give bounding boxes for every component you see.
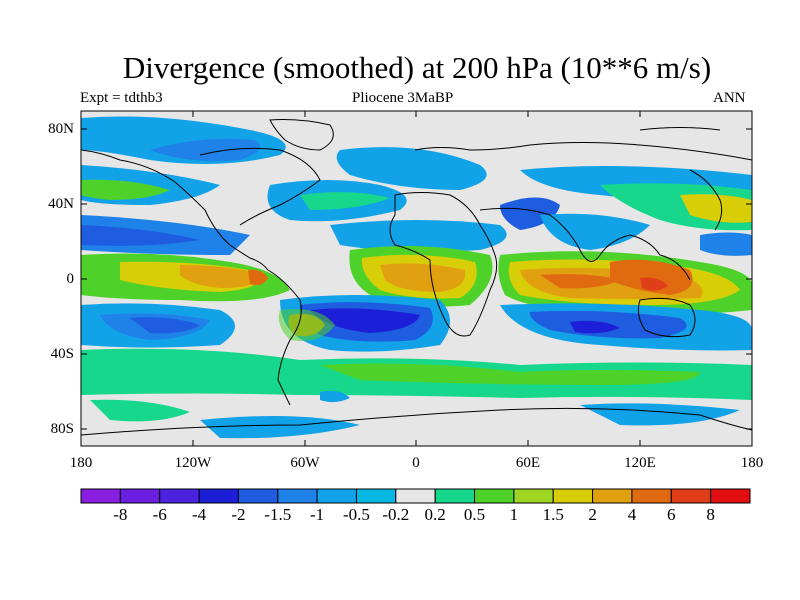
colorbar-label: 4 [627,505,637,524]
season-label: ANN [713,90,746,106]
colorbar-swatch [670,488,712,504]
colorbar-label: 1 [509,505,519,524]
lat-label: 0 [66,271,75,287]
colorbar-swatch [277,488,318,504]
colorbar-label: 8 [706,505,715,524]
colorbar-swatch [592,488,633,504]
colorbar-label: -6 [152,505,167,524]
lon-label: 180 [69,455,93,471]
map-plot-area [81,111,752,446]
lon-label: 60W [290,455,320,471]
experiment-label: Expt = tdthb3 [80,90,163,106]
colorbar-swatch [552,488,594,504]
lon-label: 60E [515,455,541,471]
colorbar-swatch [198,488,239,504]
lon-label: 180 [740,455,764,471]
map-title: Divergence (smoothed) at 200 hPa (10**6 … [122,50,712,85]
colorbar-swatch [474,488,515,504]
lat-label: 80N [48,121,74,137]
colorbar-label: -1.5 [264,505,292,524]
lat-label: 40S [50,346,74,362]
colorbar-label: 0.5 [463,505,486,524]
colorbar-label: -8 [113,505,128,524]
colorbar-swatch [80,488,121,504]
colorbar-label: -0.2 [382,505,410,524]
colorbar-swatch [631,488,672,504]
lat-label: 40N [48,196,74,212]
colorbar-swatch [434,488,476,504]
colorbar-label: -1 [310,505,325,524]
lon-label: 120W [174,455,212,471]
colorbar-label: 1.5 [542,505,564,524]
lon-label: 0 [412,455,420,471]
colorbar-swatch [237,488,279,504]
colorbar-label: -0.5 [343,505,370,524]
divergence-contours [81,116,752,439]
period-label: Pliocene 3MaBP [352,90,454,106]
lon-ticks [80,111,753,446]
colorbar-swatch [159,488,200,504]
colorbar-label: 2 [588,505,597,524]
colorbar-label: -4 [191,505,207,524]
colorbar-swatch [316,488,357,504]
lat-ticks [81,128,752,430]
colorbar-swatch [355,488,397,504]
colorbar-swatch [395,488,436,504]
colorbar-swatch [513,488,554,504]
colorbar-swatch [119,488,161,504]
colorbar-swatch [710,488,751,504]
colorbar-label: 6 [667,505,676,524]
lon-label: 120E [624,455,656,471]
colorbar-label: 0.2 [424,505,446,524]
colorbar-label: -2 [231,505,246,524]
colorbar [80,488,751,504]
coastlines [81,119,752,436]
lat-label: 80S [50,421,74,437]
